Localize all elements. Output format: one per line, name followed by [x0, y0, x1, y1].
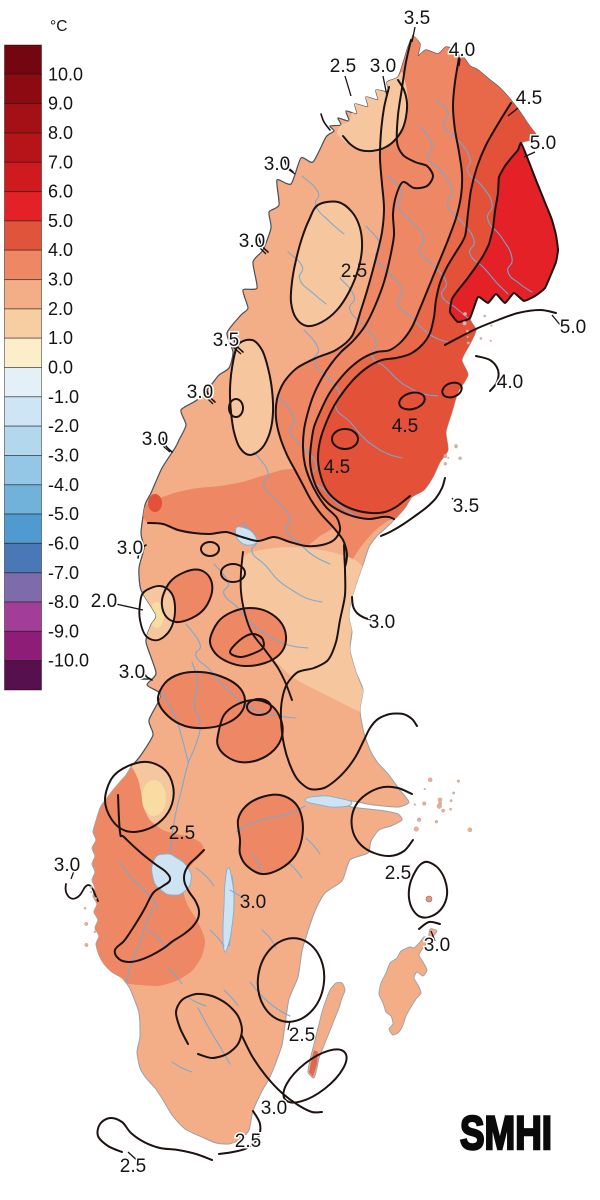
svg-text:-9.0: -9.0 — [48, 621, 79, 641]
svg-text:4.5: 4.5 — [392, 416, 418, 437]
svg-text:3.5: 3.5 — [213, 330, 239, 351]
svg-text:5.0: 5.0 — [48, 211, 73, 231]
svg-text:°C: °C — [50, 18, 67, 35]
svg-text:3.0: 3.0 — [187, 382, 213, 403]
svg-text:2.5: 2.5 — [385, 863, 411, 884]
svg-text:-10.0: -10.0 — [48, 651, 89, 671]
svg-text:-1.0: -1.0 — [48, 387, 79, 407]
svg-text:9.0: 9.0 — [48, 94, 73, 114]
svg-text:2.5: 2.5 — [341, 261, 367, 282]
svg-text:3.0: 3.0 — [142, 429, 168, 450]
svg-text:4.0: 4.0 — [497, 372, 523, 393]
svg-text:5.0: 5.0 — [530, 133, 556, 154]
svg-text:-6.0: -6.0 — [48, 533, 79, 553]
svg-text:4.5: 4.5 — [324, 457, 350, 478]
svg-text:5.0: 5.0 — [560, 317, 586, 338]
svg-text:8.0: 8.0 — [48, 123, 73, 143]
svg-text:3.0: 3.0 — [240, 892, 266, 913]
svg-text:3.0: 3.0 — [370, 56, 396, 77]
svg-text:-4.0: -4.0 — [48, 475, 79, 495]
svg-text:-3.0: -3.0 — [48, 446, 79, 466]
svg-text:0.0: 0.0 — [48, 358, 73, 378]
svg-text:3.0: 3.0 — [264, 154, 290, 175]
svg-text:3.0: 3.0 — [119, 662, 145, 683]
svg-text:10.0: 10.0 — [48, 64, 83, 84]
svg-text:2.5: 2.5 — [289, 1025, 315, 1046]
svg-text:3.0: 3.0 — [117, 538, 143, 559]
svg-text:-8.0: -8.0 — [48, 592, 79, 612]
svg-text:-7.0: -7.0 — [48, 563, 79, 583]
svg-text:2.5: 2.5 — [330, 56, 356, 77]
svg-text:4.0: 4.0 — [449, 40, 475, 61]
svg-text:2.5: 2.5 — [120, 1156, 146, 1177]
svg-text:3.5: 3.5 — [453, 496, 479, 517]
svg-text:3.0: 3.0 — [54, 855, 80, 876]
svg-text:2.0: 2.0 — [48, 299, 73, 319]
svg-text:3.0: 3.0 — [369, 612, 395, 633]
svg-text:2.5: 2.5 — [169, 823, 195, 844]
svg-text:2.0: 2.0 — [91, 591, 117, 612]
svg-text:1.0: 1.0 — [48, 328, 73, 348]
svg-text:4.0: 4.0 — [48, 240, 73, 260]
svg-text:7.0: 7.0 — [48, 152, 73, 172]
svg-text:3.0: 3.0 — [424, 935, 450, 956]
svg-text:3.0: 3.0 — [261, 1098, 287, 1119]
svg-text:2.5: 2.5 — [235, 1131, 261, 1152]
svg-text:4.5: 4.5 — [516, 88, 542, 109]
svg-text:3.5: 3.5 — [404, 8, 430, 29]
svg-text:-2.0: -2.0 — [48, 416, 79, 436]
svg-text:3.0: 3.0 — [239, 231, 265, 252]
svg-text:6.0: 6.0 — [48, 182, 73, 202]
svg-text:SMHI: SMHI — [460, 1106, 552, 1159]
svg-text:3.0: 3.0 — [48, 270, 73, 290]
svg-text:-5.0: -5.0 — [48, 504, 79, 524]
